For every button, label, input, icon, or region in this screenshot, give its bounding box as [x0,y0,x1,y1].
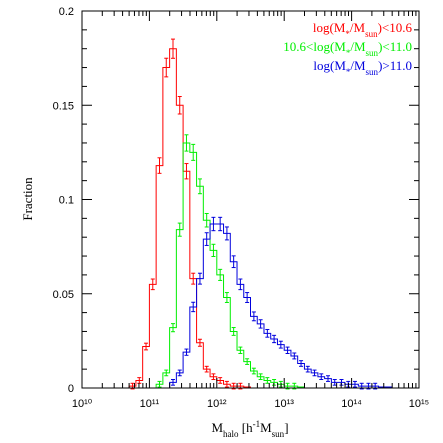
series-2-error-bar [258,373,263,381]
series-2-error-bar [177,222,182,237]
series-1-error-bar [204,365,209,373]
series-2-error-bar [164,369,169,377]
series-3-error-bar [305,365,310,373]
series-3-error-bar [231,255,236,269]
series-2-error-bar [184,134,189,152]
series-1-error-bar [184,163,189,180]
series-2-error-bar [157,380,162,388]
series-1-error-bar [164,57,169,78]
series-3-error-bar [197,272,202,285]
x-tick-label: 10¹³ [274,398,294,410]
series-2-error-bar [245,358,250,365]
series-1-step-line [82,48,419,389]
series-3-error-bar [211,216,216,232]
series-2-error-bar [231,327,236,336]
series-3-error-bar [299,360,304,367]
legend: log(M*/Msun)<10.610.6<log(M*/Msun)<11.0l… [283,20,412,77]
x-axis-title: Mhalo [h-1Msun] [211,419,288,439]
x-tick-label: 10¹⁰ [72,398,93,410]
series-1-error-bar [177,95,182,115]
series-3-error-bar [319,373,324,381]
series-3-error-bar [312,369,317,377]
series-3-error-bar [258,319,263,329]
series-3-error-bar [292,352,297,360]
series-3-error-bar [278,340,283,349]
y-tick-label: 0 [68,383,74,395]
y-tick-label: 0.05 [53,289,74,301]
series-1-error-bar [150,278,155,291]
series-3-error-bar [285,346,290,354]
series-1-error-bar [211,373,216,381]
series-layer [82,38,419,390]
legend-entry-2: 10.6<log(M*/Msun)<11.0 [283,39,412,58]
series-3-error-bar [184,348,189,356]
series-2-error-bar [218,268,223,281]
y-tick-label: 0.2 [59,6,74,18]
series-3-error-bar [326,375,331,382]
y-tick-label: 0.15 [53,100,74,112]
series-3-error-bar [251,311,256,322]
legend-entry-3: log(M*/Msun)>11.0 [313,58,412,77]
series-2-error-bar [251,367,256,375]
series-3-error-bar [332,379,337,386]
series-2-error-bar [265,377,270,384]
series-3-error-bar [191,301,196,313]
series-3-error-bar [177,369,182,377]
series-3-error-bar [238,278,243,291]
y-tick-label: 0.1 [59,195,74,207]
series-3-error-bar [218,216,223,232]
x-tick-label: 10¹¹ [140,398,160,410]
x-tick-label: 10¹⁵ [409,398,429,410]
series-2-error-bar [238,346,243,354]
legend-entry-1: log(M*/Msun)<10.6 [313,20,413,39]
series-2-error-bar [211,243,216,258]
series-2-error-bar [191,143,196,161]
y-axis-title: Fraction [20,177,35,221]
series-2-error-bar [197,178,202,195]
series-3-error-bar [204,232,209,246]
series-1-error-bar [191,272,196,285]
series-2-error-bar [204,212,209,228]
series-1-error-bar [197,338,202,347]
series-3-error-bar [265,328,270,338]
x-tick-label: 10¹⁴ [341,398,362,410]
series-2-error-bar [224,292,229,303]
series-3-error-bar [224,226,229,241]
series-3-error-bar [245,292,250,303]
series-3-error-bar [352,380,357,388]
series-1-error-bar [157,157,162,174]
series-1-error-bar [218,377,223,384]
x-tick-label: 10¹² [207,398,227,410]
ticks-layer: 10¹⁰ 10¹¹ 10¹² 10¹³ 10¹⁴ 10¹⁵ 0 0.05 0.1 0.15 0.2 [53,6,430,410]
series-2-step-line [82,142,419,389]
series-1-error-bar [144,342,149,351]
series-1-error-bar [170,38,175,59]
series-3-error-bar [272,334,277,344]
series-2-error-bar [170,323,175,333]
series-1-error-bar [224,380,229,388]
series-3-error-bar [170,379,175,386]
